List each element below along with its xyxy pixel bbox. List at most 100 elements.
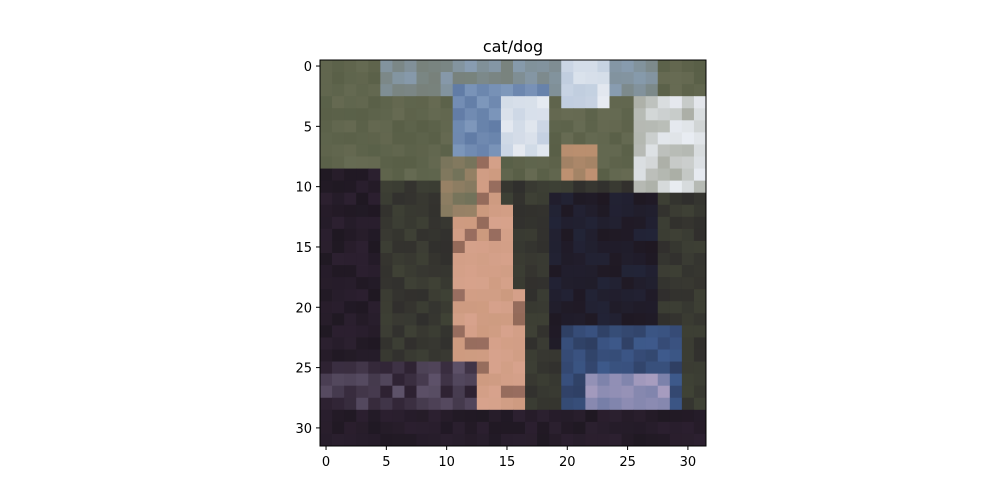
- image-pixel: [561, 96, 574, 109]
- image-pixel: [464, 216, 478, 230]
- image-pixel: [404, 253, 417, 266]
- image-pixel: [416, 144, 429, 157]
- image-pixel: [500, 120, 514, 133]
- image-pixel: [561, 168, 574, 182]
- image-pixel: [609, 385, 622, 399]
- image-pixel: [356, 421, 369, 435]
- image-pixel: [368, 228, 381, 242]
- image-pixel: [464, 289, 478, 302]
- image-pixel: [488, 168, 502, 182]
- image-pixel: [416, 60, 429, 73]
- image-pixel: [549, 240, 562, 254]
- image-pixel: [669, 409, 683, 423]
- image-pixel: [645, 240, 659, 254]
- image-pixel: [356, 289, 369, 302]
- image-pixel: [513, 108, 526, 121]
- image-pixel: [645, 168, 659, 182]
- image-pixel: [476, 228, 490, 242]
- image-pixel: [537, 132, 550, 145]
- image-pixel: [597, 325, 610, 338]
- image-pixel: [513, 192, 526, 206]
- image-pixel: [320, 96, 333, 109]
- image-pixel: [693, 385, 707, 399]
- image-pixel: [525, 228, 538, 242]
- image-pixel: [513, 313, 526, 326]
- image-pixel: [476, 108, 490, 121]
- image-pixel: [320, 253, 333, 266]
- image-pixel: [344, 349, 357, 362]
- image-pixel: [537, 60, 550, 73]
- image-pixel: [621, 421, 635, 435]
- image-pixel: [392, 96, 405, 109]
- image-pixel: [561, 253, 574, 266]
- image-pixel: [320, 216, 333, 230]
- image-pixel: [645, 204, 659, 218]
- image-pixel: [464, 108, 478, 121]
- image-pixel: [416, 373, 429, 387]
- image-pixel: [440, 60, 454, 73]
- image-pixel: [404, 204, 417, 218]
- image-pixel: [669, 421, 683, 435]
- image-pixel: [693, 228, 707, 242]
- image-pixel: [573, 60, 586, 73]
- image-pixel: [368, 96, 381, 109]
- image-pixel: [561, 60, 574, 73]
- image-pixel: [585, 385, 598, 399]
- image-pixel: [356, 228, 369, 242]
- image-pixel: [573, 228, 586, 242]
- image-pixel: [621, 120, 635, 133]
- image-pixel: [404, 433, 417, 447]
- image-pixel: [585, 397, 598, 411]
- image-pixel: [428, 265, 442, 278]
- image-pixel: [513, 156, 526, 169]
- image-pixel: [440, 96, 454, 109]
- image-pixel: [416, 120, 429, 133]
- image-pixel: [356, 433, 369, 447]
- image-pixel: [549, 216, 562, 230]
- image-pixel: [476, 385, 490, 399]
- image-pixel: [440, 337, 454, 350]
- image-pixel: [344, 192, 357, 206]
- image-pixel: [681, 409, 695, 423]
- image-pixel: [513, 228, 526, 242]
- image-pixel: [681, 325, 695, 338]
- image-pixel: [549, 385, 562, 399]
- image-pixel: [585, 313, 598, 326]
- image-pixel: [500, 313, 514, 326]
- image-pixel: [573, 433, 586, 447]
- image-pixel: [344, 409, 357, 423]
- image-pixel: [513, 349, 526, 362]
- image-pixel: [428, 144, 442, 157]
- image-pixel: [561, 289, 574, 302]
- image-pixel: [597, 228, 610, 242]
- image-pixel: [428, 156, 442, 169]
- image-pixel: [621, 289, 635, 302]
- image-pixel: [380, 96, 393, 109]
- image-pixel: [585, 277, 598, 290]
- image-pixel: [488, 156, 502, 169]
- image-pixel: [332, 168, 345, 182]
- image-pixel: [669, 120, 683, 133]
- image-pixel: [344, 337, 357, 350]
- image-pixel: [464, 144, 478, 157]
- image-pixel: [573, 144, 586, 157]
- image-pixel: [332, 397, 345, 411]
- image-pixel: [440, 361, 454, 375]
- image-pixel: [537, 385, 550, 399]
- image-pixel: [440, 84, 454, 97]
- image-pixel: [657, 361, 671, 375]
- image-pixel: [452, 120, 466, 133]
- image-pixel: [452, 144, 466, 157]
- image-pixel: [645, 265, 659, 278]
- image-pixel: [657, 120, 671, 133]
- image-pixel: [597, 253, 610, 266]
- image-pixel: [657, 168, 671, 182]
- image-pixel: [597, 421, 610, 435]
- image-pixel: [392, 325, 405, 338]
- image-pixel: [428, 337, 442, 350]
- image-pixel: [392, 337, 405, 350]
- image-pixel: [332, 373, 345, 387]
- image-pixel: [476, 60, 490, 73]
- image-pixel: [549, 289, 562, 302]
- image-pixel: [332, 277, 345, 290]
